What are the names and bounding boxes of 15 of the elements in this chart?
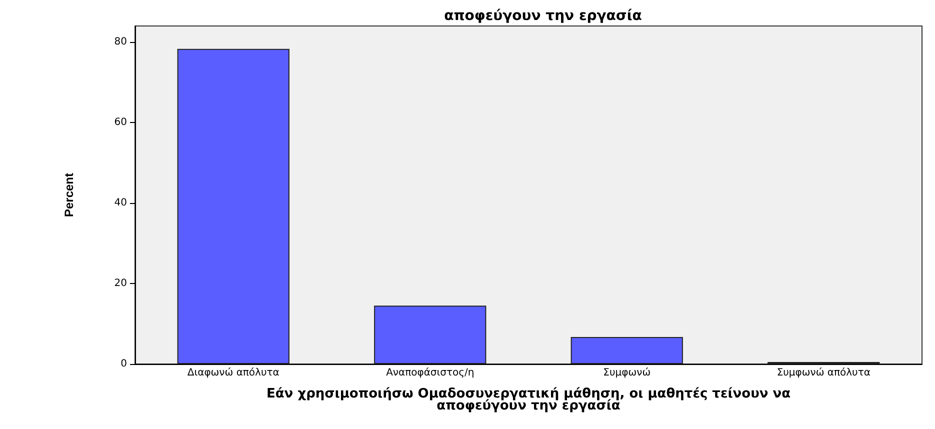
x-tick-label: Αναποφάσιστος/η: [386, 368, 474, 378]
x-tick-label: Διαφωνώ απόλυτα: [187, 368, 280, 378]
bar: [177, 48, 290, 364]
y-axis-title: Percent: [62, 172, 76, 218]
chart-title: αποφεύγουν την εργασία: [444, 8, 642, 24]
y-tick-label: 60: [114, 117, 127, 128]
x-tick-label: Συμφωνώ: [603, 368, 651, 378]
y-tick-label: 80: [114, 36, 127, 48]
x-axis-title: Εάν χρησιμοποιήσω Ομαδοσυνεργατική μάθηση, οι μαθητές τείνουν να αποφεύγουν την εργασία: [266, 386, 791, 414]
bar: [374, 306, 486, 364]
y-tick-label: 20: [114, 278, 127, 290]
bar: [570, 337, 683, 364]
y-tick-label: 0: [120, 358, 127, 370]
x-tick-label: Συμφωνώ απόλυτα: [776, 368, 871, 378]
y-tick-label: 40: [114, 198, 127, 209]
